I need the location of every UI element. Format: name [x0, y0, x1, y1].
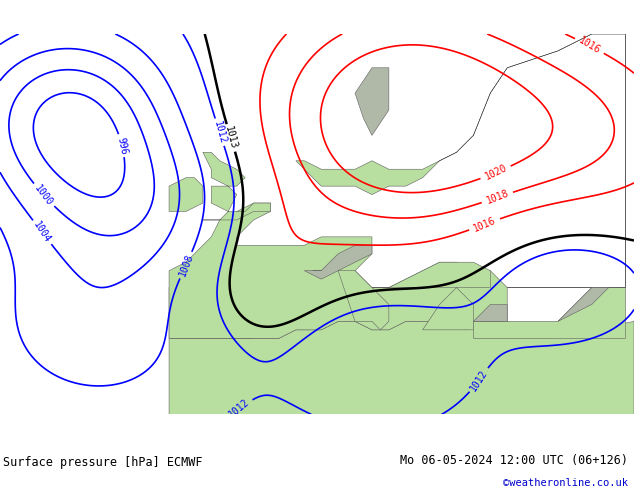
- Text: 1000: 1000: [32, 183, 55, 207]
- Polygon shape: [474, 288, 626, 338]
- Text: 1018: 1018: [484, 189, 510, 206]
- Text: 1020: 1020: [483, 163, 508, 182]
- Polygon shape: [372, 262, 490, 288]
- Text: Mo 06-05-2024 12:00 UTC (06+126): Mo 06-05-2024 12:00 UTC (06+126): [399, 454, 628, 466]
- Polygon shape: [355, 68, 389, 135]
- Text: 996: 996: [115, 136, 129, 155]
- Text: 1016: 1016: [472, 215, 498, 234]
- Text: 1008: 1008: [177, 252, 195, 278]
- Polygon shape: [169, 178, 203, 212]
- Polygon shape: [558, 288, 609, 321]
- Text: 1013: 1013: [223, 125, 238, 150]
- Polygon shape: [169, 321, 634, 431]
- Text: 1004: 1004: [32, 220, 53, 245]
- Text: 1016: 1016: [577, 35, 602, 56]
- Polygon shape: [313, 270, 389, 330]
- Text: 1012: 1012: [469, 368, 489, 392]
- Polygon shape: [169, 203, 507, 338]
- Text: Surface pressure [hPa] ECMWF: Surface pressure [hPa] ECMWF: [3, 456, 203, 469]
- Polygon shape: [423, 288, 474, 330]
- Polygon shape: [474, 304, 507, 321]
- Polygon shape: [304, 245, 372, 279]
- Polygon shape: [203, 152, 271, 220]
- Polygon shape: [296, 34, 626, 288]
- Text: 1012: 1012: [227, 397, 252, 420]
- Polygon shape: [169, 270, 287, 338]
- Text: 1012: 1012: [212, 120, 228, 145]
- Text: ©weatheronline.co.uk: ©weatheronline.co.uk: [503, 477, 628, 488]
